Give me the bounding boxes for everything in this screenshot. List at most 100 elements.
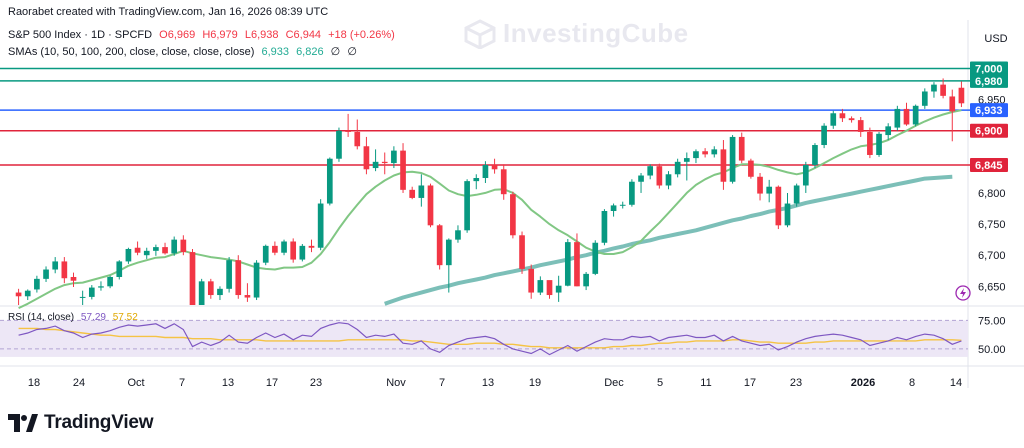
rsi-value: 57.29	[80, 312, 106, 323]
candle-body	[272, 245, 278, 253]
candle-body	[519, 235, 525, 269]
level-badge	[970, 157, 1008, 172]
candles	[15, 78, 965, 305]
candle-body	[876, 133, 882, 155]
time-tick-label: 18	[28, 377, 40, 389]
candle-body	[839, 113, 846, 119]
rsi-pane	[0, 319, 968, 357]
candle-body	[281, 241, 287, 253]
level-badge-label: 6,980	[975, 76, 1003, 88]
candle-body	[418, 185, 425, 198]
rsi-legend[interactable]: RSI (14, close) 57.29 57.52	[8, 312, 142, 323]
candle-body	[583, 273, 589, 287]
candle-body	[436, 225, 443, 266]
level-badge-label: 7,000	[975, 63, 1003, 75]
candle-body	[629, 181, 635, 205]
candle-body	[98, 286, 104, 288]
candle-body	[372, 161, 379, 169]
investingcube-watermark: InvestingCube	[463, 18, 689, 49]
high-value: H6,979	[202, 29, 238, 41]
rsi-label[interactable]: RSI (14, close)	[8, 312, 75, 323]
candle-body	[848, 118, 855, 121]
time-tick-label: 7	[439, 377, 445, 389]
candle-body	[885, 126, 892, 136]
price-tick-label: 6,650	[978, 281, 1006, 293]
candle-body	[235, 260, 242, 296]
candle-body	[482, 164, 489, 179]
time-axis[interactable]: 18 24 Oct 7 13 17 23 Nov 7 13 19 Dec 5 11 17 23 2026 8 14	[28, 377, 962, 389]
candle-body	[464, 181, 470, 231]
open-value: O6,969	[159, 29, 196, 41]
price-tick-label: 6,750	[978, 219, 1006, 231]
level-badge-label: 6,933	[975, 105, 1003, 117]
candle-body	[610, 205, 617, 212]
tradingview-logo-icon	[8, 414, 38, 432]
candle-body	[903, 108, 910, 125]
candle-body	[784, 203, 791, 226]
brand-name: TradingView	[44, 412, 154, 433]
candle-body	[793, 185, 800, 204]
time-tick-label: 24	[73, 377, 85, 389]
time-tick-label: 17	[744, 377, 756, 389]
candle-body	[555, 285, 562, 293]
candle-body	[665, 174, 672, 186]
candle-body	[125, 248, 132, 262]
tradingview-brand[interactable]: TradingView	[8, 412, 154, 434]
time-tick-label: 11	[700, 377, 711, 389]
candle-body	[921, 91, 928, 106]
candle-body	[546, 280, 553, 296]
cube-logo-icon	[464, 18, 496, 49]
candle-body	[52, 261, 59, 270]
candle-body	[601, 211, 608, 243]
sma-legend[interactable]: SMAs (10, 50, 100, 200, close, close, cl…	[8, 45, 361, 58]
price-axis[interactable]: USD6,6506,7006,7506,8006,9507,0006,9806,…	[955, 33, 1008, 356]
candle-body	[226, 260, 232, 289]
candle-body	[116, 261, 123, 277]
time-tick-label: 2026	[851, 377, 875, 389]
candle-body	[79, 296, 86, 298]
ohlc-legend[interactable]: S&P 500 Index · 1D · SPCFD O6,969 H6,979…	[8, 29, 399, 41]
candle-body	[693, 151, 699, 159]
time-tick-label: 7	[179, 377, 185, 389]
candle-body	[381, 161, 388, 164]
candle-body	[153, 247, 159, 251]
candle-body	[134, 247, 141, 253]
rsi-band	[0, 320, 968, 357]
level-badge	[970, 123, 1008, 138]
rsi-ma-line	[18, 327, 962, 349]
watermark-text: InvestingCube	[503, 18, 689, 48]
candle-body	[647, 166, 654, 176]
sma-label[interactable]: SMAs (10, 50, 100, 200, close, close, cl…	[8, 46, 255, 58]
candle-body	[702, 151, 708, 155]
candle-body	[262, 245, 269, 263]
candle-body	[143, 250, 150, 256]
time-tick-label: 23	[310, 377, 322, 389]
candle-body	[757, 176, 763, 194]
rsi-ma-value: 57.52	[112, 312, 138, 323]
level-badge	[970, 61, 1008, 76]
currency-label[interactable]: USD	[984, 33, 1007, 45]
alert-lightning-icon[interactable]	[955, 285, 971, 301]
time-tick-label: 5	[657, 377, 663, 389]
candle-body	[729, 136, 736, 182]
candle-body	[537, 280, 544, 293]
candle-body	[171, 239, 178, 254]
time-tick-label: 17	[266, 377, 278, 389]
lightning-bolt-shape	[960, 288, 966, 298]
candle-body	[683, 158, 690, 162]
candle-body	[308, 245, 315, 248]
time-tick-label: 13	[482, 377, 494, 389]
candle-body	[711, 149, 718, 155]
candle-body	[894, 108, 901, 128]
creator-text: Raorabet created with TradingView.com, J…	[8, 6, 329, 18]
close-value: C6,944	[285, 29, 322, 41]
candle-body	[391, 150, 397, 164]
time-tick-label: 14	[950, 377, 962, 389]
time-tick-label: Oct	[127, 377, 144, 389]
candle-body	[317, 203, 324, 248]
symbol-label[interactable]: S&P 500 Index · 1D · SPCFD	[8, 29, 153, 41]
candle-body	[564, 242, 571, 286]
candle-body	[107, 276, 113, 287]
candle-body	[748, 160, 754, 177]
